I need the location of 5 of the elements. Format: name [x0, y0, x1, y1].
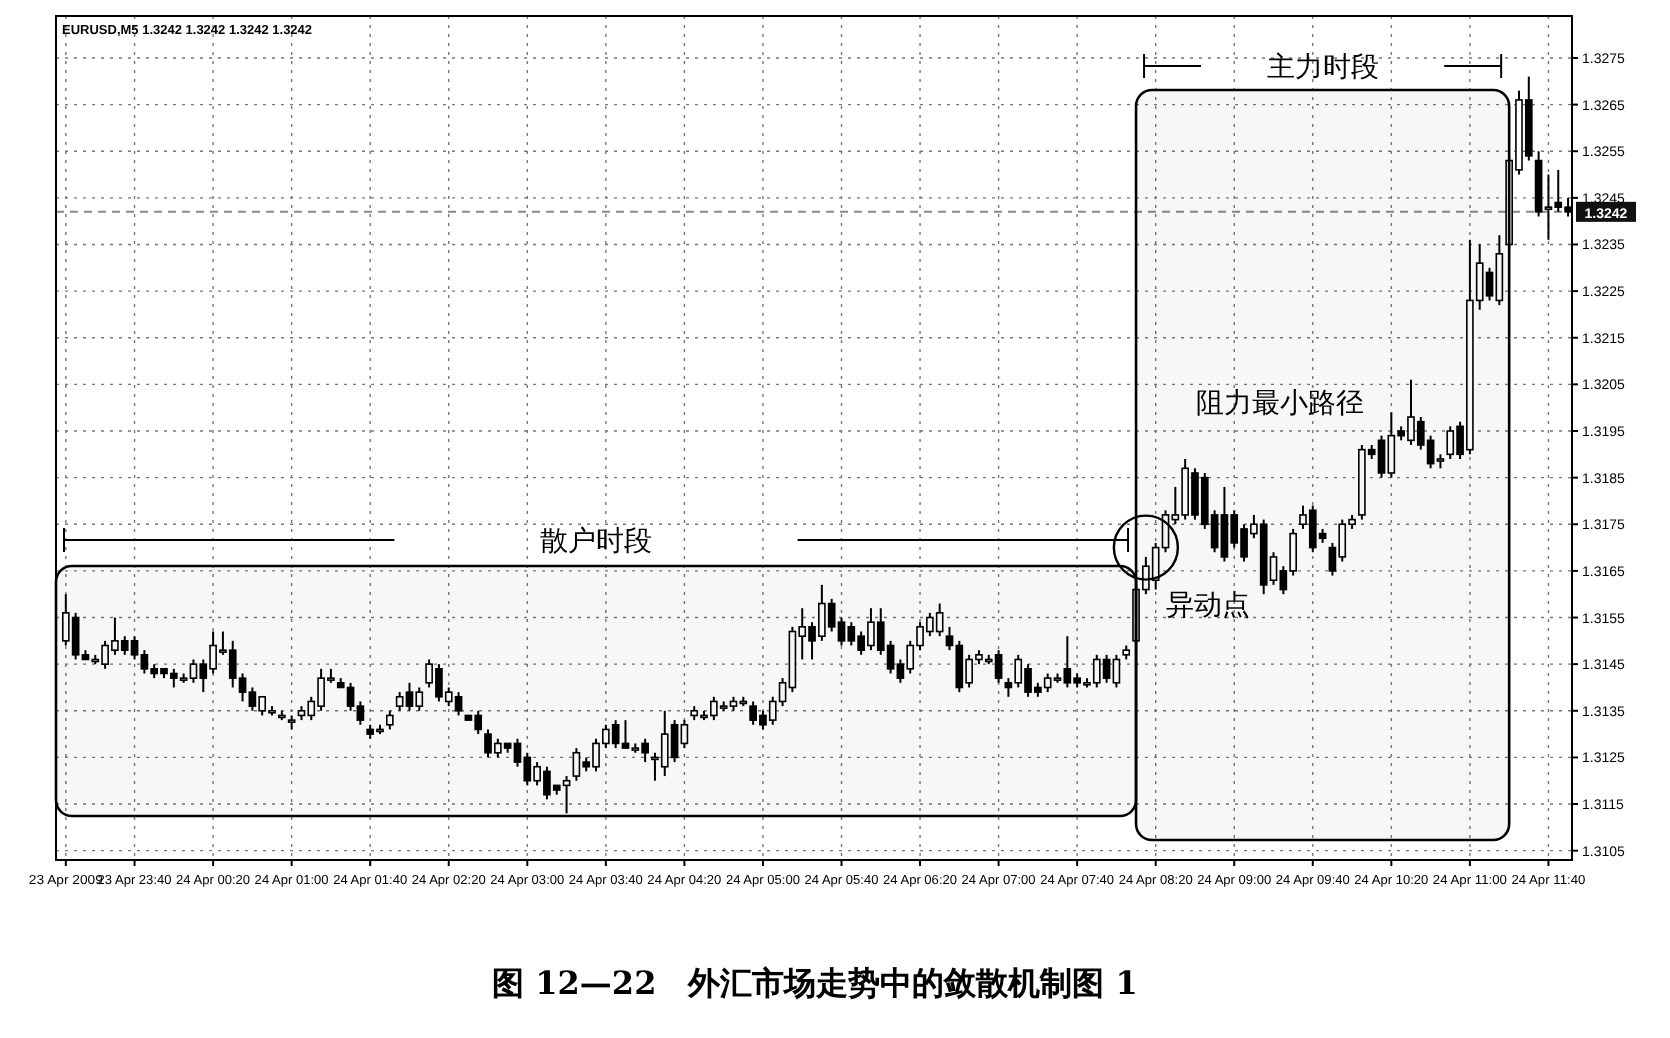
legend-label: 主力时段: [1266, 50, 1379, 82]
band-label: 散户时段: [540, 524, 653, 556]
annotation: 异动点: [1165, 587, 1250, 620]
text: 图 12—22 外汇市场走势中的敛散机制图 1: [492, 964, 1138, 1002]
annotation: 阻力最小路径: [1196, 386, 1364, 418]
